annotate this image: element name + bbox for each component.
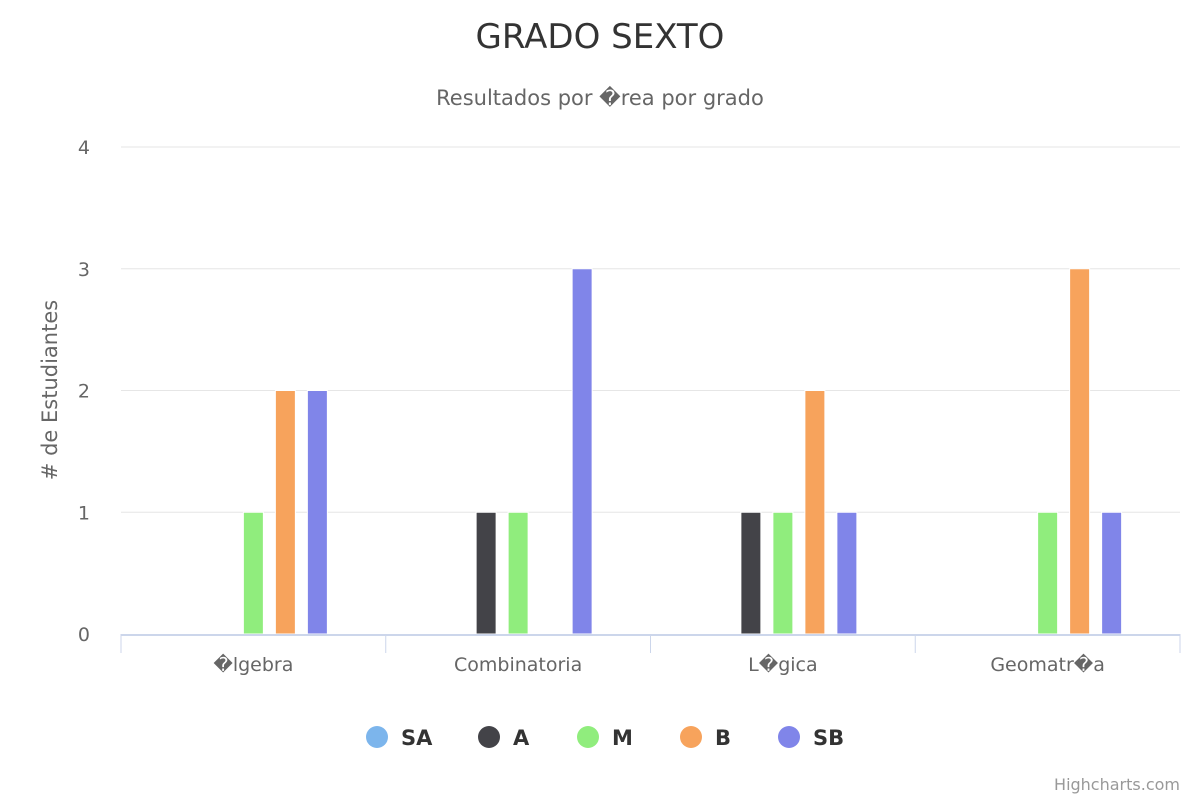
bar-a bbox=[475, 511, 497, 635]
bar-m bbox=[507, 511, 529, 635]
y-tick-label: 0 bbox=[78, 624, 90, 646]
bar-m bbox=[242, 511, 264, 635]
legend-label: M bbox=[612, 726, 633, 750]
legend-marker-icon bbox=[778, 726, 800, 748]
bar-b bbox=[804, 390, 826, 635]
y-tick-label: 3 bbox=[78, 259, 90, 281]
y-tick-label: 4 bbox=[78, 137, 90, 159]
credits-link[interactable]: Highcharts.com bbox=[1054, 775, 1180, 794]
legend-item-sb[interactable]: SB bbox=[778, 726, 844, 750]
y-tick-label: 2 bbox=[78, 381, 90, 403]
bar-sb bbox=[571, 268, 593, 635]
legend-marker-icon bbox=[366, 726, 388, 748]
legend-marker-icon bbox=[577, 726, 599, 748]
x-tick-label: �lgebra bbox=[213, 653, 293, 676]
bar-b bbox=[274, 390, 296, 635]
legend-item-b[interactable]: B bbox=[680, 726, 731, 750]
x-tick-label: Combinatoria bbox=[454, 654, 582, 676]
legend-marker-icon bbox=[478, 726, 500, 748]
bar-sb bbox=[306, 390, 328, 635]
bar-m bbox=[1037, 511, 1059, 635]
legend-item-a[interactable]: A bbox=[478, 726, 530, 750]
x-tick-label: L�gica bbox=[748, 653, 818, 676]
legend-item-sa[interactable]: SA bbox=[366, 726, 433, 750]
chart-subtitle: Resultados por �rea por grado bbox=[436, 85, 764, 110]
bar-sb bbox=[836, 511, 858, 635]
legend-label: SB bbox=[813, 726, 844, 750]
legend-marker-icon bbox=[680, 726, 702, 748]
bar-sb bbox=[1101, 511, 1123, 635]
legend-item-m[interactable]: M bbox=[577, 726, 633, 750]
y-axis-label: # de Estudiantes bbox=[38, 300, 62, 480]
bar-a bbox=[740, 511, 762, 635]
y-tick-label: 1 bbox=[78, 502, 90, 524]
legend-label: SA bbox=[401, 726, 433, 750]
legend-label: A bbox=[513, 726, 530, 750]
x-tick-label: Geomatr�a bbox=[990, 653, 1105, 676]
bar-b bbox=[1069, 268, 1091, 635]
bar-m bbox=[772, 511, 794, 635]
legend-label: B bbox=[715, 726, 731, 750]
chart-title: GRADO SEXTO bbox=[476, 17, 725, 57]
